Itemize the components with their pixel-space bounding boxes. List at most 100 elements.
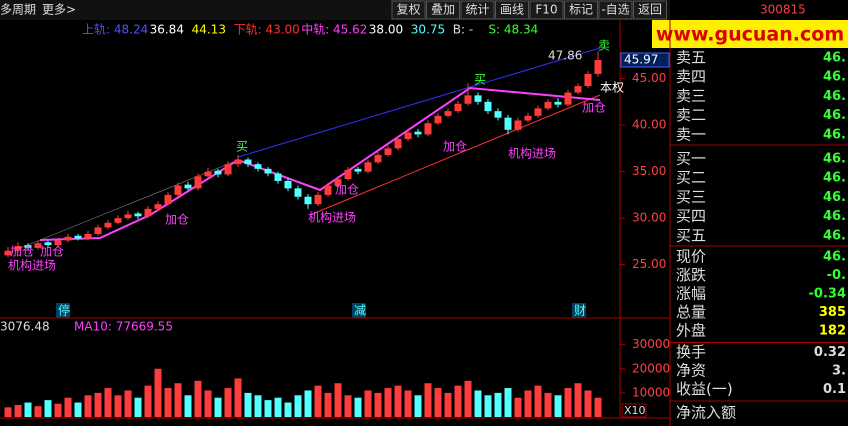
candle-body (524, 115, 532, 121)
event-box[interactable] (56, 303, 70, 318)
toolbar-button-label[interactable]: 叠加 (431, 3, 455, 17)
event-box[interactable] (352, 303, 366, 318)
volume-bar (414, 395, 422, 417)
toolbar-button[interactable] (633, 0, 667, 20)
volume-bar (584, 390, 592, 417)
channel-upper (237, 47, 601, 158)
volume-bar (454, 385, 462, 417)
quote-value: 46. (823, 89, 846, 104)
candle-body (204, 171, 212, 177)
quote-value: 46. (823, 127, 846, 142)
toolbar-button-label[interactable]: 返回 (638, 3, 662, 17)
volume-bar (184, 395, 192, 417)
toolbar-button-label[interactable]: 标记 (569, 3, 593, 17)
candle-body (94, 227, 102, 234)
quote-label: 买一 (676, 150, 706, 168)
candle-body (434, 115, 442, 124)
volume-bar (474, 390, 482, 417)
event-box[interactable] (572, 303, 586, 318)
toolbar-button[interactable] (564, 0, 598, 20)
candle-body (514, 120, 522, 130)
toolbar-button[interactable] (391, 0, 426, 20)
candle-body (504, 117, 512, 130)
candle-body (144, 208, 152, 217)
candle-body (424, 123, 432, 135)
volume-bar (14, 404, 22, 417)
sell-label: 卖 (598, 39, 610, 53)
candle-body (314, 194, 322, 205)
toolbar-button[interactable] (529, 0, 564, 20)
toolbar-button[interactable] (598, 0, 633, 20)
y-tick-label: 40.00 (632, 118, 666, 132)
x10[interactable]: X10 (624, 404, 646, 417)
candle-body (394, 139, 402, 149)
volume-bar (304, 390, 312, 417)
quote-value: 385 (819, 305, 846, 320)
candle-body (114, 218, 122, 223)
candle-body (64, 236, 72, 241)
candle-body (454, 103, 462, 112)
toolbar-button-label[interactable]: 复权 (396, 3, 420, 17)
buy-label: 买 (474, 73, 486, 87)
toolbar-item[interactable]: 多周期 (0, 3, 36, 17)
toolbar-button[interactable] (426, 0, 460, 20)
volume-bar (174, 383, 182, 417)
volume-bar (254, 395, 262, 417)
candle-body (154, 204, 162, 209)
toolbar-button[interactable] (460, 0, 495, 20)
candle-body (294, 188, 302, 197)
toolbar-button-label[interactable]: F10 (535, 3, 557, 17)
quote-label: 外盘 (676, 322, 706, 340)
candle-body (284, 180, 292, 189)
candle-body (124, 214, 132, 219)
add-label: 加仓 (10, 245, 34, 259)
volume-bar (164, 388, 172, 417)
quote-label: 卖四 (676, 68, 706, 86)
toolbar-button-label[interactable]: -自选 (601, 3, 629, 17)
indicator-value: 36.84 (150, 23, 184, 37)
candle-body (574, 86, 582, 93)
candle-body (24, 245, 32, 248)
candle-body (364, 162, 372, 172)
quote-value: 46. (823, 228, 846, 243)
volume-bar (504, 388, 512, 417)
indicator-value: 30.75 (411, 23, 445, 37)
volume-bar (594, 397, 602, 417)
volume-bar (54, 403, 62, 417)
add-label: 加仓 (335, 183, 359, 197)
quote-label: 涨跌 (676, 266, 706, 284)
volume-bar (44, 400, 52, 417)
volume-bar (524, 390, 532, 417)
candle-body (244, 159, 252, 165)
event-mark[interactable]: 减 (354, 304, 366, 318)
volume-bar (74, 402, 82, 417)
volume-bar (94, 392, 102, 417)
candle-body (54, 240, 62, 246)
toolbar-button-label[interactable]: 画线 (500, 3, 524, 17)
candle-body (414, 131, 422, 135)
add-label: 加仓 (165, 213, 189, 227)
candle-body (44, 242, 52, 246)
event-mark[interactable]: 财 (574, 304, 586, 318)
volume-bar (154, 368, 162, 417)
volume-tick-label: 20000 (632, 361, 670, 375)
candle-body (374, 154, 382, 163)
volume-bar (514, 397, 522, 417)
indicator-value: B: - (453, 23, 473, 37)
quote-value: 46. (823, 51, 846, 66)
toolbar-button-label[interactable]: 统计 (465, 3, 489, 17)
last-price: 45.97 (624, 53, 658, 67)
candle-body (224, 164, 232, 175)
volume-bar (374, 392, 382, 417)
candle-body (554, 101, 562, 105)
volume-bar (424, 383, 432, 417)
y-tick-label: 30.00 (632, 211, 666, 225)
event-mark[interactable]: 停 (58, 303, 70, 318)
toolbar-button[interactable] (495, 0, 529, 20)
candle-body (34, 243, 42, 248)
x10-box[interactable] (621, 403, 647, 418)
candle-body (274, 173, 282, 181)
toolbar-item[interactable]: 更多> (42, 3, 76, 17)
candle-body (384, 148, 392, 155)
